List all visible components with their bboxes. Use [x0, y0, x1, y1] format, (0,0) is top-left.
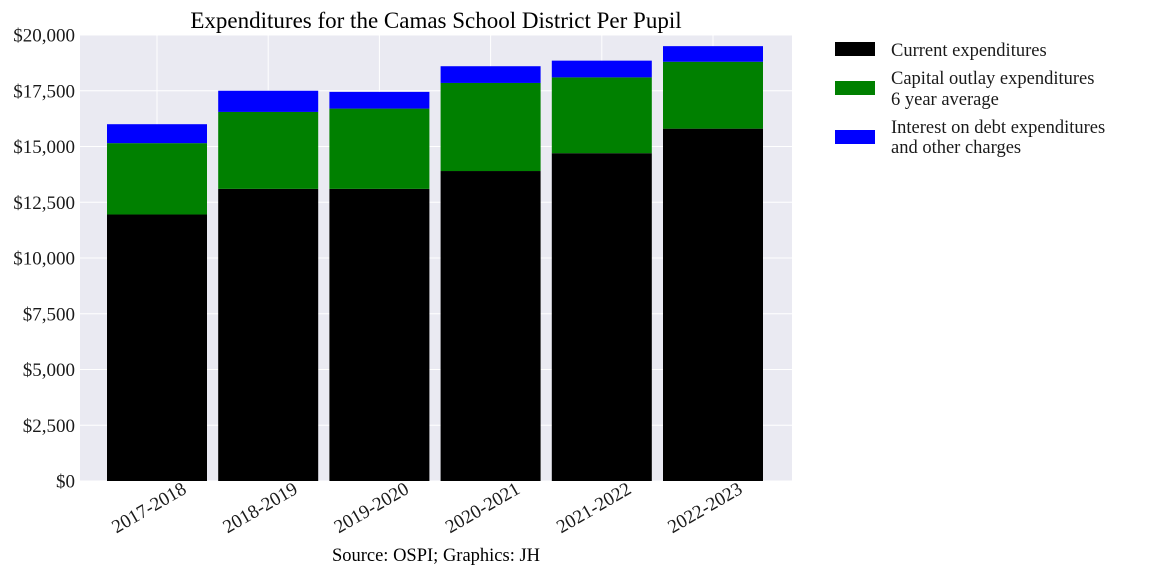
bar-segment	[551, 153, 652, 481]
y-tick-label: $5,000	[23, 360, 75, 381]
legend-swatch	[835, 130, 875, 144]
bar-segment	[107, 124, 207, 144]
bar-segment	[440, 66, 541, 83]
chart-title: Expenditures for the Camas School Distri…	[190, 8, 681, 33]
x-tick-label: 2020-2021	[442, 479, 524, 538]
y-tick-label: $20,000	[13, 26, 75, 47]
x-tick-label: 2019-2020	[331, 479, 413, 538]
bar-segment	[107, 143, 207, 215]
x-tick-label: 2021-2022	[553, 479, 635, 538]
y-tick-label: $2,500	[23, 416, 75, 437]
bar-segment	[663, 46, 763, 62]
x-tick-label: 2022-2023	[664, 479, 746, 538]
legend-label: Capital outlay expenditures	[891, 69, 1094, 89]
x-tick-label: 2017-2018	[108, 479, 190, 538]
bar-segment	[329, 188, 430, 481]
bar-segment	[107, 214, 207, 481]
legend-label: Interest on debt expenditures	[891, 118, 1105, 138]
bar-segment	[329, 108, 430, 189]
bar-segment	[218, 188, 319, 481]
legend-label: Current expenditures	[891, 41, 1047, 61]
source-caption: Source: OSPI; Graphics: JH	[332, 546, 540, 566]
bar-segment	[329, 91, 430, 109]
bars	[107, 46, 763, 481]
legend-swatch	[835, 81, 875, 95]
bar-segment	[218, 90, 319, 112]
legend-label: and other charges	[891, 138, 1021, 158]
y-tick-label: $0	[56, 472, 75, 493]
legend: Current expenditures Capital outlay expen…	[835, 41, 1105, 158]
legend-swatch	[835, 42, 875, 56]
y-tick-label: $10,000	[13, 249, 75, 270]
x-axis-ticks: 2017-2018 2018-2019 2019-2020 2020-2021 2021…	[108, 479, 746, 538]
y-tick-label: $17,500	[13, 81, 75, 102]
y-tick-label: $15,000	[13, 137, 75, 158]
bar-segment	[663, 61, 763, 129]
y-tick-label: $12,500	[13, 193, 75, 214]
y-tick-label: $7,500	[23, 304, 75, 325]
bar-segment	[218, 111, 319, 189]
bar-segment	[551, 60, 652, 78]
x-tick-label: 2018-2019	[220, 479, 302, 538]
bar-segment	[663, 128, 763, 481]
y-axis-ticks: $0 $2,500 $5,000 $7,500 $10,000 $12,500 $15,00…	[13, 26, 75, 493]
bar-segment	[551, 77, 652, 154]
bar-segment	[440, 82, 541, 172]
legend-label: 6 year average	[891, 90, 999, 110]
bar-segment	[440, 171, 541, 481]
